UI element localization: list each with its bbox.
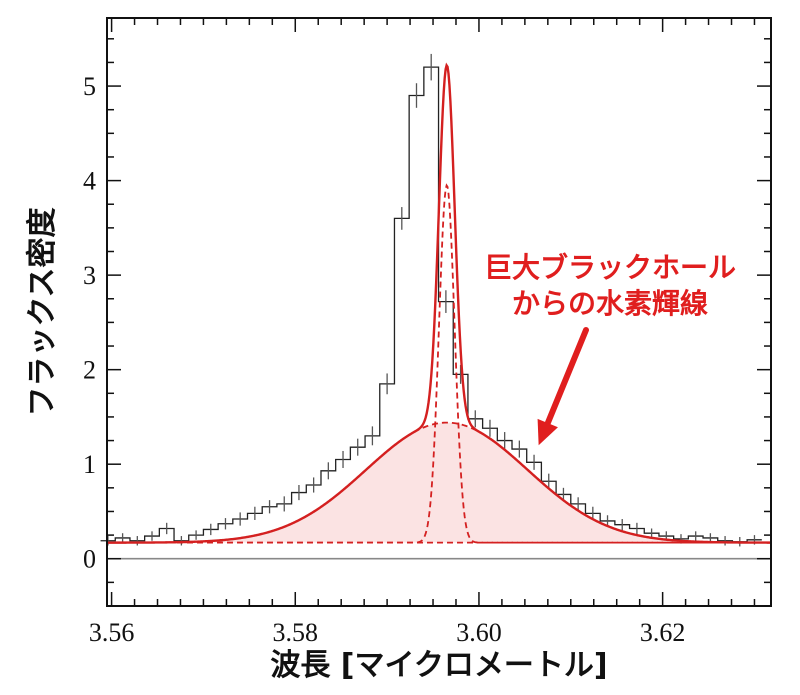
annotation-line-2: からの水素輝線 [512,287,708,320]
axis-ticks [107,18,771,607]
annotation-line-1: 巨大ブラックホール [484,251,736,284]
y-axis-tick-labels: 0 1 2 3 4 5 [83,72,96,574]
y-axis-label: フラックス密度 [25,207,60,416]
plot-frame [106,17,772,607]
y-tick-label: 0 [83,545,96,574]
x-tick-label: 3.58 [273,618,319,647]
y-tick-label: 3 [83,261,96,290]
total-model-line [107,62,771,544]
plot-area [100,53,771,560]
y-tick-label: 1 [83,450,96,479]
y-tick-label: 5 [83,72,96,101]
y-tick-label: 2 [83,356,96,385]
x-tick-label: 3.56 [89,618,135,647]
broad-component-fill [107,422,771,543]
annotation-arrow-shaft [544,327,589,427]
y-tick-label: 4 [83,167,96,196]
x-tick-label: 3.62 [640,618,686,647]
x-axis-tick-labels: 3.56 3.58 3.60 3.62 [89,618,686,647]
x-axis-label: 波長 [マイクロメートル] [270,648,607,683]
annotation-arrow-head [537,418,558,446]
x-tick-label: 3.60 [456,618,502,647]
annotation-arrow [537,327,589,446]
